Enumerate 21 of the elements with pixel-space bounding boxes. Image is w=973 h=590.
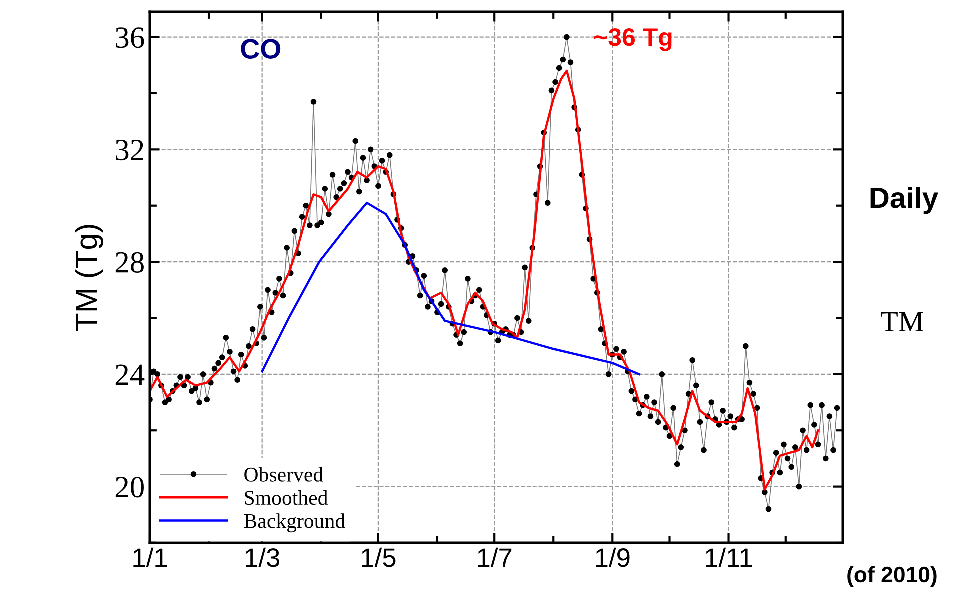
x-tick-label: 1/3: [246, 548, 280, 568]
text: (of 2010): [848, 566, 937, 588]
x-tick-label: 1/7: [478, 548, 512, 568]
annotation: CO: [241, 39, 281, 59]
line-series: [261, 202, 640, 376]
x-tick-label: 1/9: [596, 548, 630, 568]
text: TM: [881, 312, 924, 332]
x-tick-label: 1/11: [706, 548, 752, 568]
y-tick-label: 32: [116, 140, 144, 161]
legend-label: Observed: [244, 467, 324, 482]
y-tick-label: 20: [116, 477, 144, 498]
x-tick-label: 1/1: [134, 548, 168, 568]
text: Daily: [870, 187, 938, 214]
legend-label: Smoothed: [245, 490, 328, 506]
annotation: ~36 Tg: [594, 28, 672, 52]
y-axis-title: TM (Tg): [74, 225, 104, 332]
y-tick-label: 24: [116, 364, 145, 386]
x-tick-label: 1/5: [362, 548, 396, 568]
y-tick-label: 36: [116, 28, 144, 48]
legend-label: Background: [244, 514, 346, 533]
y-tick-label: 28: [116, 252, 144, 273]
